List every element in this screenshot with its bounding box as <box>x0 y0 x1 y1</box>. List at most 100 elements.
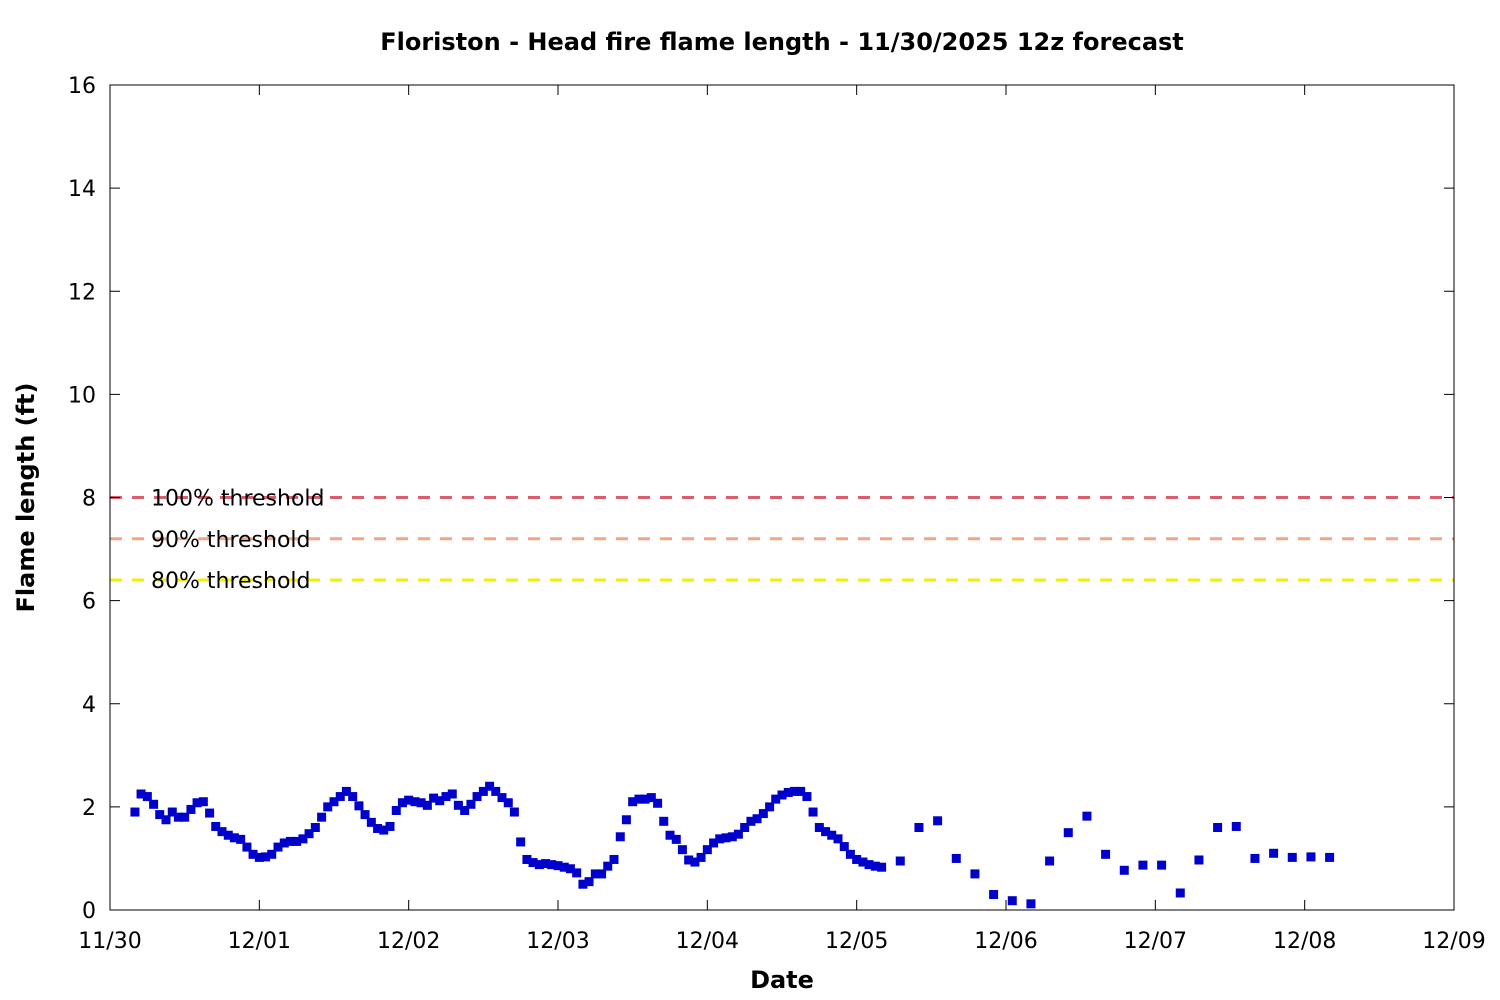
data-point <box>677 845 687 855</box>
threshold-label: 100% threshold <box>151 487 325 512</box>
data-point <box>516 837 526 847</box>
data-point <box>1250 853 1260 863</box>
data-point <box>634 794 644 804</box>
data-point <box>149 799 159 809</box>
data-point <box>615 832 625 842</box>
data-point <box>721 833 731 843</box>
data-point <box>970 869 980 879</box>
data-point <box>192 798 202 808</box>
data-point <box>503 798 513 808</box>
data-point <box>833 834 843 844</box>
chart-title: Floriston - Head fire flame length - 11/… <box>380 28 1184 56</box>
data-point <box>416 798 426 808</box>
data-point <box>304 829 314 839</box>
data-point <box>1045 856 1055 866</box>
x-tick-label: 12/01 <box>228 929 291 954</box>
x-tick-label: 11/30 <box>78 929 141 954</box>
data-point <box>740 823 750 832</box>
x-tick-label: 12/09 <box>1422 929 1485 954</box>
data-point <box>236 834 246 844</box>
data-point <box>933 816 943 826</box>
data-point <box>659 816 669 826</box>
data-point <box>584 877 594 887</box>
data-point <box>1119 865 1129 875</box>
data-point <box>696 852 706 862</box>
data-point <box>709 838 719 848</box>
data-point <box>671 834 681 844</box>
data-point <box>597 869 607 879</box>
data-point <box>845 849 855 859</box>
data-point <box>453 800 463 810</box>
data-point <box>404 795 414 805</box>
data-point <box>777 790 787 800</box>
data-point <box>1269 848 1279 858</box>
data-point <box>261 852 271 862</box>
data-point <box>727 832 737 842</box>
data-point <box>1157 860 1167 870</box>
x-tick-label: 12/08 <box>1273 929 1336 954</box>
data-point <box>217 827 227 837</box>
data-point <box>1026 899 1036 909</box>
y-axis-label: Flame length (ft) <box>12 383 40 613</box>
data-point <box>839 842 849 852</box>
ticks-layer: 0 2 4 6 8 10 12 14 16 11/30 12/01 12/02 12/03 12/04 12… <box>68 74 1486 954</box>
data-point <box>1231 821 1241 831</box>
y-tick-label: 2 <box>82 796 96 821</box>
data-point <box>379 825 389 835</box>
x-tick-label: 12/03 <box>526 929 589 954</box>
x-tick-label: 12/04 <box>676 929 739 954</box>
data-point <box>422 800 432 810</box>
data-point <box>715 834 725 844</box>
data-point <box>341 786 351 796</box>
threshold-layer: 100% threshold 90% threshold 80% threshold <box>110 487 1454 594</box>
data-point <box>180 812 190 822</box>
data-point <box>130 807 140 817</box>
x-tick-label: 12/07 <box>1124 929 1187 954</box>
data-point <box>397 798 407 808</box>
data-point <box>752 814 762 824</box>
data-point <box>173 812 183 822</box>
data-point <box>547 860 557 870</box>
data-point <box>802 792 812 802</box>
data-point <box>609 854 619 864</box>
data-point <box>1325 852 1335 862</box>
data-point <box>485 781 495 791</box>
data-point <box>528 858 538 868</box>
data-point <box>497 793 507 803</box>
data-point <box>640 794 650 804</box>
data-point <box>435 796 445 806</box>
data-point <box>522 854 532 864</box>
data-point <box>808 807 818 817</box>
data-point <box>628 797 638 807</box>
data-point <box>758 809 768 819</box>
data-point <box>292 836 302 846</box>
data-point <box>410 797 420 807</box>
data-point <box>895 856 905 866</box>
y-tick-label: 10 <box>68 383 96 408</box>
data-point <box>323 802 333 812</box>
data-point <box>870 861 880 871</box>
data-point <box>814 823 824 832</box>
data-point <box>578 879 588 889</box>
y-tick-label: 0 <box>82 899 96 924</box>
data-point <box>821 827 831 837</box>
data-point <box>1082 811 1092 821</box>
data-point <box>229 833 239 843</box>
data-point <box>329 797 339 807</box>
data-point <box>385 821 395 831</box>
y-tick-label: 14 <box>68 177 96 202</box>
data-point <box>534 860 544 870</box>
data-point <box>572 868 582 878</box>
data-point <box>771 794 781 804</box>
data-point <box>1306 852 1316 862</box>
data-point <box>254 852 264 862</box>
data-point <box>914 823 924 832</box>
threshold-label: 90% threshold <box>151 528 311 553</box>
data-point <box>167 807 177 817</box>
data-point <box>354 801 364 811</box>
data-point <box>1101 849 1111 859</box>
data-point <box>285 836 295 846</box>
y-tick-label: 4 <box>82 693 96 718</box>
data-point <box>665 830 675 840</box>
data-point <box>279 838 289 848</box>
